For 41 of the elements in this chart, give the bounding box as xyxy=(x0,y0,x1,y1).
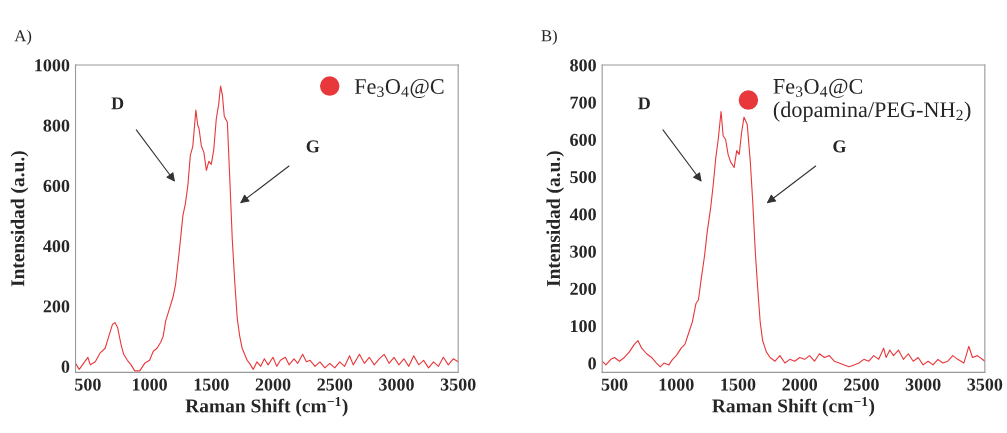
x-axis-title: Raman Shift (cm$^{−1}$) xyxy=(185,397,348,417)
y-tick-label: 1000 xyxy=(35,59,70,72)
x-tick-label: 3000 xyxy=(905,378,941,391)
x-axis-title: Raman Shift (cm$^{−1}$) xyxy=(712,397,875,417)
y-tick-label: 800 xyxy=(570,59,596,72)
chart-title: B) xyxy=(541,29,557,45)
x-tick-label: 3000 xyxy=(379,378,414,391)
x-tick-label: 1500 xyxy=(194,378,229,391)
y-tick-label: 300 xyxy=(570,245,596,258)
y-tick-label: 800 xyxy=(43,119,70,132)
y-axis-title: Intensidad (a.u.) xyxy=(10,151,29,287)
y-tick-label: 100 xyxy=(570,320,596,333)
x-tick-label: 3500 xyxy=(967,378,1003,391)
y-tick-label: 200 xyxy=(43,300,70,313)
x-tick-label: 1500 xyxy=(721,378,756,391)
legend-label: Fe$_{3}$O$_{4}$@C xyxy=(354,78,444,98)
y-tick-label: 200 xyxy=(570,282,596,295)
annotation: D xyxy=(111,97,124,110)
x-tick-label: 1000 xyxy=(132,378,167,391)
chart-title: A) xyxy=(14,29,32,45)
y-tick-label: 0 xyxy=(61,360,70,373)
x-tick-label: 2000 xyxy=(255,378,291,391)
x-tick-label: 1000 xyxy=(659,378,694,391)
x-tick-label: 500 xyxy=(75,378,101,391)
x-tick-label: 2500 xyxy=(844,378,879,391)
legend-label: Fe$_{3}$O$_{4}$@C (dopamina/PEG-NH$_{2}$) xyxy=(773,78,971,122)
annotation: G xyxy=(833,140,846,153)
annotation: D xyxy=(638,97,650,110)
y-tick-label: 600 xyxy=(570,133,596,146)
y-tick-label: 600 xyxy=(43,179,70,192)
annotation: G xyxy=(306,140,320,153)
y-tick-label: 0 xyxy=(588,357,596,370)
y-tick-label: 400 xyxy=(569,208,596,221)
y-tick-label: 400 xyxy=(43,240,70,253)
x-tick-label: 2500 xyxy=(317,378,353,391)
x-tick-label: 3500 xyxy=(440,378,476,391)
y-axis-title: Intensidad (a.u.) xyxy=(546,151,564,287)
y-tick-label: 500 xyxy=(570,171,596,184)
x-tick-label: 2000 xyxy=(782,378,818,391)
y-tick-label: 700 xyxy=(570,96,596,109)
x-tick-label: 500 xyxy=(601,378,628,391)
